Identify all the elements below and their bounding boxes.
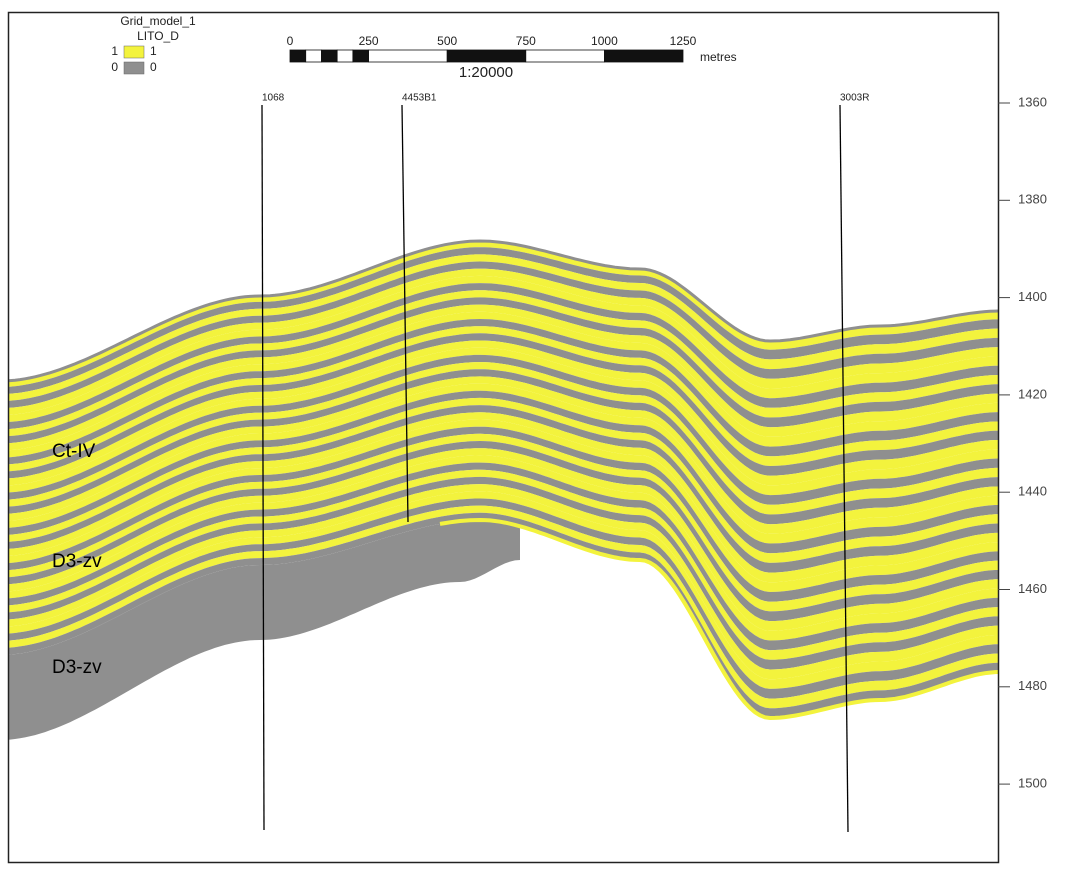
scale-segment: [369, 50, 448, 62]
formation-label: D3-zv: [52, 551, 102, 572]
formation-label: Ct-IV: [52, 441, 96, 462]
scale-tick-label: 250: [359, 34, 379, 48]
scale-segment: [447, 50, 526, 62]
scale-tick-label: 1250: [670, 34, 697, 48]
depth-axis: 1360 1380 1400 1420 1440 1460 1480 1500: [998, 94, 1047, 790]
scale-ratio: 1:20000: [459, 64, 513, 81]
scale-segment: [604, 50, 683, 62]
tick-label: 1460: [1018, 581, 1047, 596]
formation-label: D3-zv: [52, 657, 102, 678]
tick-label: 1440: [1018, 484, 1047, 499]
legend-property: LITO_D: [137, 29, 179, 43]
scale-segment: [526, 50, 605, 62]
legend-key: 0: [111, 60, 118, 74]
tick-label: 1380: [1018, 192, 1047, 207]
tick-label: 1400: [1018, 289, 1047, 304]
legend: Grid_model_1 LITO_D 1 1 0 0: [111, 14, 196, 74]
scale-tick-label: 0: [287, 34, 294, 48]
scale-segment: [321, 50, 337, 62]
tick-label: 1500: [1018, 776, 1047, 791]
scale-segment: [337, 50, 353, 62]
tick-label: 1360: [1018, 94, 1047, 109]
legend-label: 1: [150, 44, 157, 58]
scale-tick-label: 750: [516, 34, 536, 48]
legend-swatch: [124, 62, 144, 74]
tick-label: 1480: [1018, 678, 1047, 693]
scale-tick-label: 1000: [591, 34, 618, 48]
well-name: 4453B1: [402, 93, 437, 104]
scale-unit: metres: [700, 50, 737, 64]
layers: [0, 240, 1000, 740]
legend-title: Grid_model_1: [120, 14, 196, 28]
scale-tick-label: 500: [437, 34, 457, 48]
legend-swatch: [124, 46, 144, 58]
well-name: 1068: [262, 93, 285, 104]
legend-key: 1: [111, 44, 118, 58]
cross-section: Grid_model_1 LITO_D 1 1 0 0 0 250 500 750 1000 1…: [0, 0, 1082, 866]
legend-label: 0: [150, 60, 157, 74]
well-name: 3003R: [840, 93, 869, 104]
scale-segment: [290, 50, 306, 62]
scale-segment: [306, 50, 322, 62]
scale-segment: [353, 50, 369, 62]
tick-label: 1420: [1018, 386, 1047, 401]
